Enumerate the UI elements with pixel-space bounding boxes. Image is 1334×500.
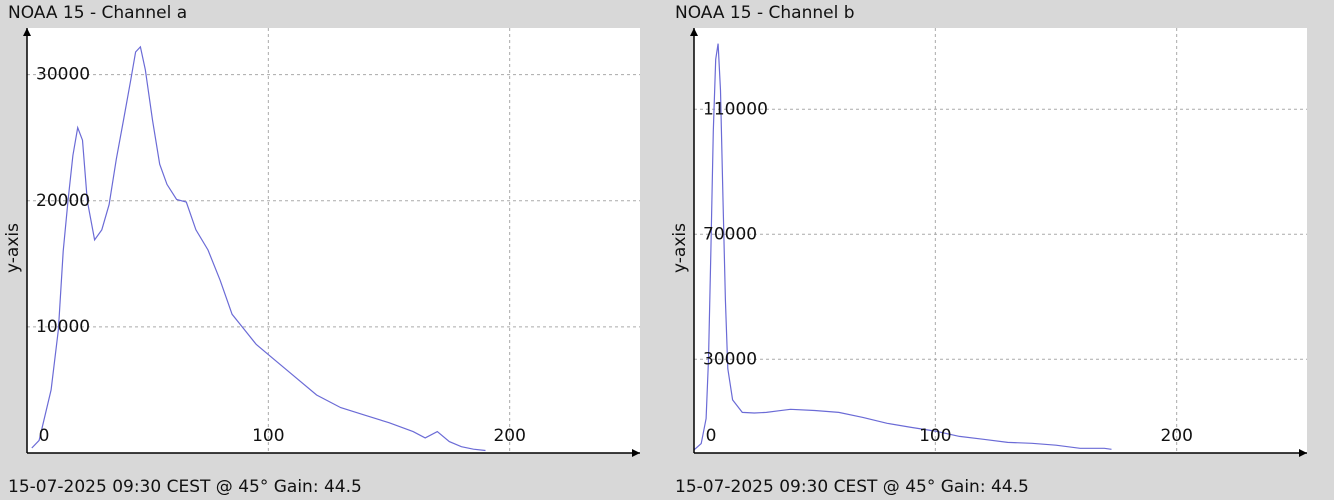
- caption: 15-07-2025 09:30 CEST @ 45° Gain: 44.5: [8, 477, 362, 497]
- axis-arrow: [632, 449, 640, 457]
- axis-arrow: [23, 28, 31, 36]
- x-tick-label: 0: [706, 426, 717, 446]
- x-tick-label: 0: [39, 426, 50, 446]
- y-tick-label: 10000: [36, 317, 90, 337]
- y-axis-label: y-axis: [3, 223, 23, 273]
- y-tick-label: 70000: [703, 224, 757, 244]
- chart-title: NOAA 15 - Channel b: [675, 3, 855, 23]
- y-tick-label: 30000: [703, 349, 757, 369]
- axis-arrow: [690, 28, 698, 36]
- plot-area: [694, 28, 1307, 453]
- x-tick-label: 100: [252, 426, 284, 446]
- y-axis-label: y-axis: [670, 223, 690, 273]
- chart-title: NOAA 15 - Channel a: [8, 3, 187, 23]
- data-line: [31, 45, 486, 452]
- data-line: [693, 43, 1112, 451]
- x-tick-label: 100: [919, 426, 951, 446]
- plot-area: [27, 28, 640, 453]
- y-tick-label: 20000: [36, 191, 90, 211]
- y-tick-label: 30000: [36, 65, 90, 85]
- caption: 15-07-2025 09:30 CEST @ 45° Gain: 44.5: [675, 477, 1029, 497]
- x-tick-label: 200: [1160, 426, 1192, 446]
- y-tick-label: 110000: [703, 99, 768, 119]
- x-tick-label: 200: [493, 426, 525, 446]
- axis-arrow: [1299, 449, 1307, 457]
